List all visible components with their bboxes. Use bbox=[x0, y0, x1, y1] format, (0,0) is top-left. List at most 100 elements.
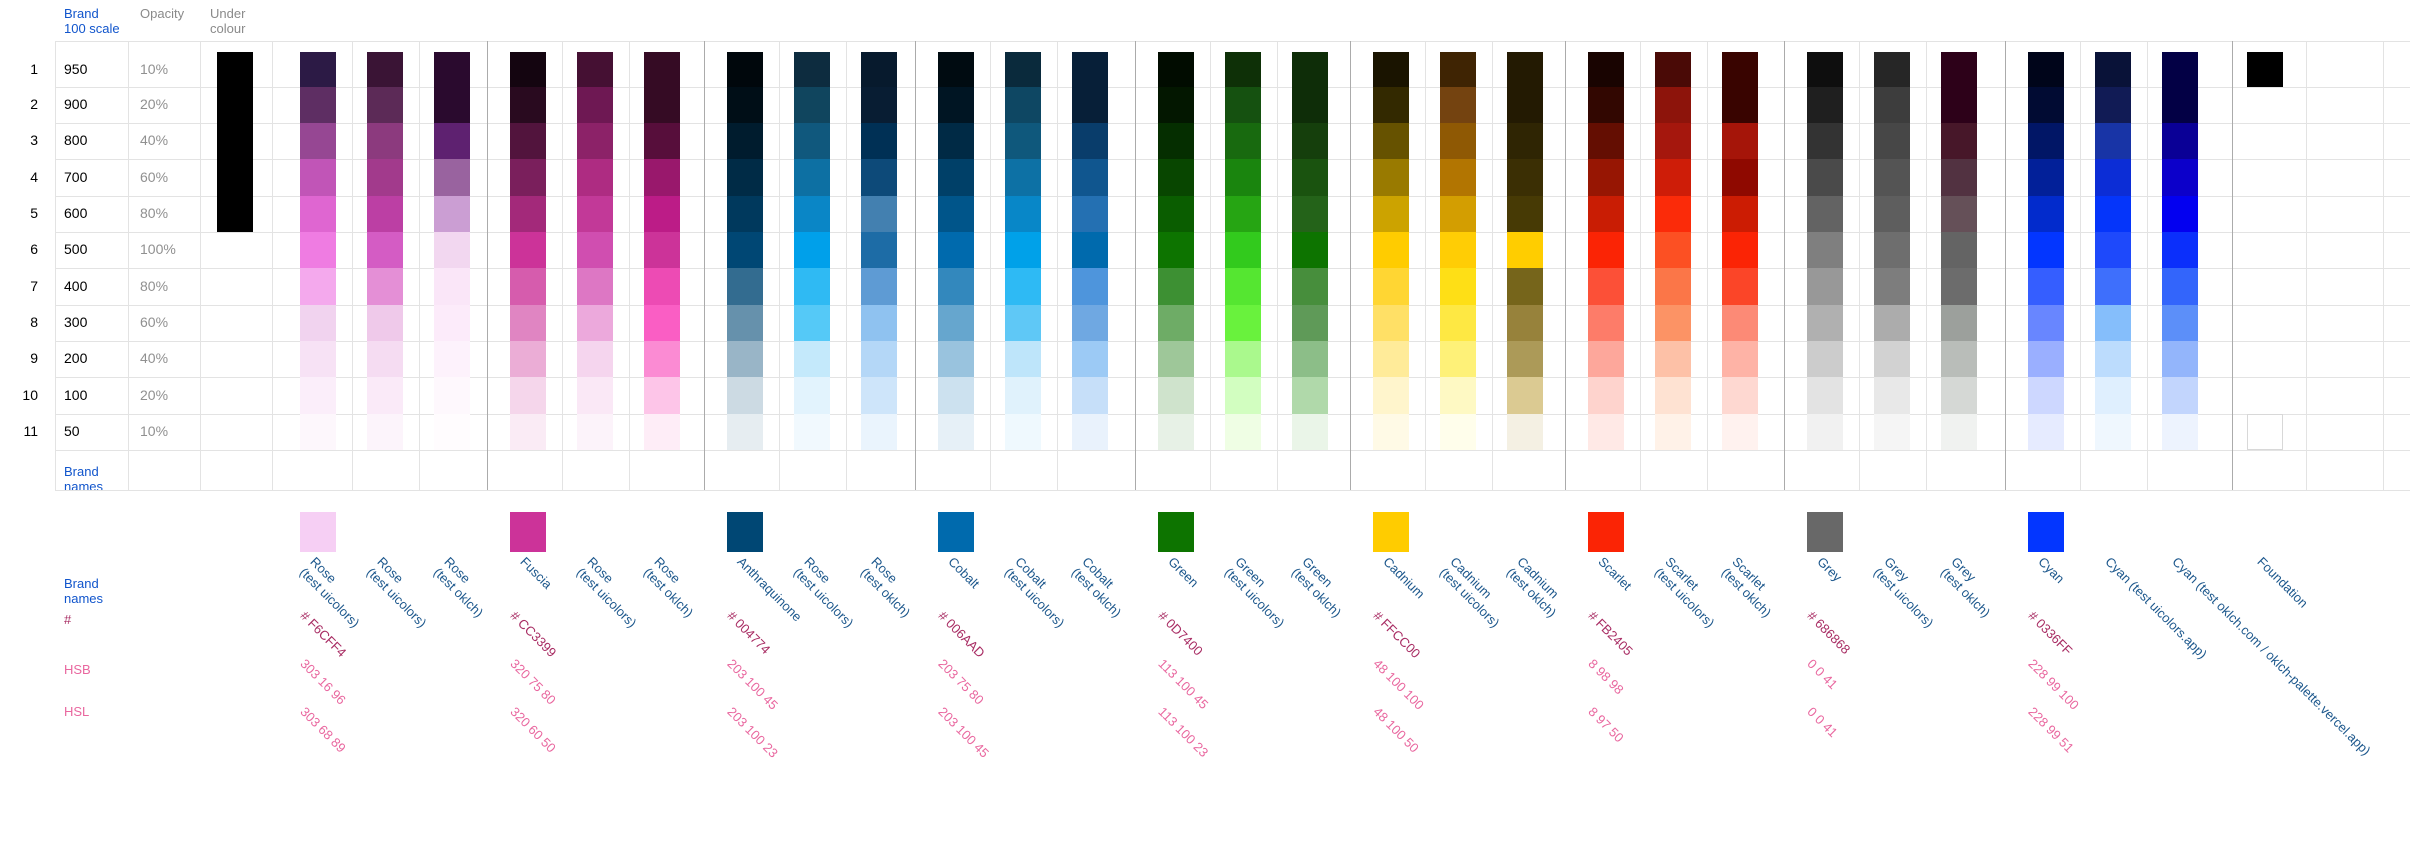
color-swatch bbox=[367, 122, 403, 160]
color-swatch bbox=[434, 304, 470, 342]
color-swatch bbox=[2162, 195, 2198, 233]
color-swatch bbox=[577, 122, 613, 160]
color-swatch bbox=[1722, 159, 1758, 196]
color-swatch bbox=[861, 413, 897, 451]
color-swatch bbox=[1005, 86, 1041, 123]
group-separator-line bbox=[1565, 41, 1566, 490]
color-swatch bbox=[861, 52, 897, 87]
color-swatch bbox=[2028, 52, 2064, 87]
brand-swatch bbox=[2028, 512, 2064, 552]
color-swatch bbox=[861, 159, 897, 196]
color-swatch bbox=[2162, 268, 2198, 305]
gridline-v bbox=[2383, 41, 2384, 490]
brand-name-label: Rose (test uicolors) bbox=[790, 554, 857, 631]
color-swatch bbox=[1292, 377, 1328, 414]
group-separator-line bbox=[704, 41, 705, 490]
color-swatch bbox=[434, 377, 470, 414]
color-swatch bbox=[794, 268, 830, 305]
color-swatch bbox=[1655, 232, 1691, 269]
color-swatch bbox=[794, 52, 830, 87]
color-swatch bbox=[2028, 195, 2064, 233]
opacity-header: Opacity bbox=[140, 6, 185, 21]
color-swatch bbox=[644, 195, 680, 233]
brand-name-label: Rose (test uicolors) bbox=[573, 554, 640, 631]
color-swatch bbox=[727, 304, 763, 342]
color-swatch bbox=[2028, 304, 2064, 342]
color-swatch bbox=[1655, 195, 1691, 233]
opacity-value: 20% bbox=[140, 95, 169, 112]
opacity-value: 10% bbox=[140, 60, 169, 77]
hsb-value: 228 99 100 bbox=[2025, 656, 2083, 713]
color-swatch bbox=[577, 304, 613, 342]
color-swatch bbox=[1655, 413, 1691, 451]
under-colour-bar bbox=[217, 52, 253, 233]
color-swatch bbox=[1941, 377, 1977, 414]
color-swatch bbox=[1005, 341, 1041, 378]
color-swatch bbox=[1373, 377, 1409, 414]
color-swatch bbox=[1005, 159, 1041, 196]
brand-swatch bbox=[1807, 512, 1843, 552]
brand-name-label: Cobalt (test oklch) bbox=[1068, 554, 1125, 621]
color-swatch bbox=[794, 377, 830, 414]
color-swatch bbox=[577, 159, 613, 196]
opacity-value: 10% bbox=[140, 423, 169, 440]
color-swatch bbox=[300, 122, 336, 160]
color-swatch bbox=[1072, 341, 1108, 378]
color-swatch bbox=[794, 122, 830, 160]
color-swatch bbox=[1072, 413, 1108, 451]
color-swatch bbox=[1807, 413, 1843, 451]
color-swatch bbox=[1655, 268, 1691, 305]
color-swatch bbox=[938, 195, 974, 233]
color-swatch bbox=[1292, 195, 1328, 233]
gridline-v bbox=[562, 41, 563, 490]
gridline-v bbox=[1707, 41, 1708, 490]
gridline-v bbox=[55, 41, 56, 490]
color-swatch bbox=[861, 377, 897, 414]
brand-name-label: Rose (test uicolors) bbox=[363, 554, 430, 631]
color-swatch bbox=[300, 304, 336, 342]
row-number: 10 bbox=[22, 386, 38, 403]
color-swatch bbox=[938, 86, 974, 123]
color-swatch bbox=[1507, 159, 1543, 196]
gridline-h bbox=[55, 450, 2410, 452]
color-swatch bbox=[1588, 122, 1624, 160]
color-swatch bbox=[794, 341, 830, 378]
color-swatch bbox=[1225, 377, 1261, 414]
color-swatch bbox=[367, 232, 403, 269]
color-swatch bbox=[644, 232, 680, 269]
color-swatch bbox=[2095, 413, 2131, 451]
color-swatch bbox=[1292, 86, 1328, 123]
gridline-v bbox=[2306, 41, 2307, 490]
color-swatch bbox=[1655, 52, 1691, 87]
color-swatch bbox=[2028, 341, 2064, 378]
color-swatch bbox=[938, 377, 974, 414]
brand-name-label: Grey bbox=[1814, 554, 1845, 585]
color-swatch bbox=[1941, 52, 1977, 87]
color-swatch bbox=[861, 86, 897, 123]
brand-name-label: Scarlet bbox=[1595, 554, 1635, 594]
color-swatch bbox=[1588, 195, 1624, 233]
color-swatch bbox=[1722, 413, 1758, 451]
brand-name-label: Grey (test uicolors) bbox=[1870, 554, 1937, 631]
color-swatch bbox=[644, 159, 680, 196]
color-swatch bbox=[1507, 86, 1543, 123]
color-swatch bbox=[1158, 52, 1194, 87]
color-swatch bbox=[300, 232, 336, 269]
color-swatch bbox=[938, 52, 974, 87]
color-swatch bbox=[1588, 377, 1624, 414]
brand-name-label: Cobalt (test uicolors) bbox=[1001, 554, 1068, 631]
hsl-value: 320 60 50 bbox=[507, 704, 559, 756]
color-swatch bbox=[1807, 86, 1843, 123]
hsl-value: 113 100 23 bbox=[1155, 704, 1212, 760]
color-swatch bbox=[1225, 268, 1261, 305]
brand-swatch bbox=[1158, 512, 1194, 552]
color-swatch bbox=[2028, 377, 2064, 414]
color-swatch bbox=[367, 377, 403, 414]
color-swatch bbox=[2095, 122, 2131, 160]
group-separator-line bbox=[487, 41, 488, 490]
gridline-v bbox=[1057, 41, 1058, 490]
color-swatch bbox=[1874, 413, 1910, 451]
color-swatch bbox=[1941, 195, 1977, 233]
color-swatch bbox=[577, 52, 613, 87]
color-swatch bbox=[1588, 341, 1624, 378]
